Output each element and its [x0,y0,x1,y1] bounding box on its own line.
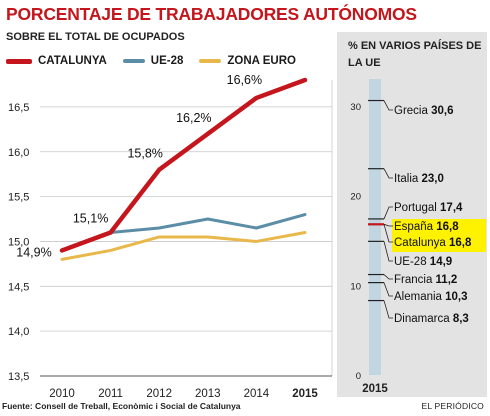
country-name: Dinamarca [394,313,453,325]
source-note: Fuente: Consell de Treball, Econòmic i S… [2,401,241,411]
side-panel: 0 10 20 30 2015 Grecia 30,6 Italia 23,0 Portuga… [337,32,487,397]
y-tick-label: 16,0 [8,147,29,159]
publisher-logo: EL PERIÓDICO [421,401,484,411]
x-axis-label: 2015 [362,383,388,395]
data-label-catalunya: 15,1% [73,211,108,225]
country-name: Italia [394,173,422,185]
series-line-catalunya [59,77,308,253]
legend-swatch-zona-euro [199,59,222,63]
country-name: Francia [394,274,436,286]
line-chart: 13,5 14,0 14,5 15,0 15,5 16,0 16,5 2010 2011 2012… [8,74,333,400]
y-tick-label: 14,5 [8,281,29,293]
y-tick-label: 30 [350,102,361,113]
country-name: UE-28 [394,256,430,268]
country-label: Portugal 17,4 [394,202,463,214]
data-label-catalunya: 15,8% [127,147,162,161]
country-label: UE-28 14,9 [394,256,452,268]
country-value: 16,8 [449,237,472,249]
country-value: 11,2 [436,274,458,286]
x-tick-label: 2014 [244,388,270,400]
legend: CATALUNYA UE-28 ZONA EURO [6,53,312,69]
country-name: Catalunya [394,237,449,249]
chart-subtitle: SOBRE EL TOTAL DE OCUPADOS [6,31,185,43]
y-tick-label: 20 [350,192,361,203]
leader-line [383,168,393,179]
legend-label-ue28: UE-28 [150,55,184,67]
x-tick-label: 2010 [49,388,75,400]
country-value: 17,4 [440,202,463,214]
country-value: 14,9 [430,256,452,268]
country-name: Portugal [394,202,440,214]
legend-swatch-ue28 [122,59,145,63]
country-label: Grecia 30,6 [394,105,453,117]
y-tick-label: 0 [356,371,361,382]
country-name: Alemania [394,291,445,303]
y-tick-label: 15,0 [8,236,29,248]
y-tick-label: 10 [350,281,361,292]
x-tick-label: 2012 [146,388,172,400]
value-bar [369,79,381,375]
x-tick-label: 2013 [195,388,221,400]
data-label-catalunya: 16,6% [227,74,262,87]
legend-label-catalunya: CATALUNYA [38,55,107,67]
y-tick-label: 15,5 [8,192,29,204]
country-label: Catalunya 16,8 [394,237,472,249]
country-label: Francia 11,2 [394,274,457,286]
country-value: 16,8 [436,221,459,233]
legend-item-zona-euro: ZONA EURO [199,55,296,67]
country-label: España 16,8 [394,221,459,233]
country-label: Italia 23,0 [394,173,444,185]
country-value: 8,3 [453,313,469,325]
country-value: 10,3 [445,291,467,303]
leader-line [383,241,393,262]
chart-title: PORCENTAJE DE TRABAJADORES AUTÓNOMOS [6,4,417,24]
country-value: 30,6 [431,105,453,117]
country-value: 23,0 [422,173,444,185]
side-panel-title: % EN VARIOS PAÍSES DE LA UE [348,40,482,69]
y-tick-label: 14,0 [8,326,29,338]
y-tick-label: 13,5 [8,371,29,383]
x-tick-label: 2011 [98,388,123,400]
country-chart: 0 10 20 30 2015 Grecia 30,6 Italia 23,0 Portuga… [350,79,486,395]
legend-item-ue28: UE-28 [122,55,184,67]
x-tick-label: 2015 [292,388,318,400]
leader-line [383,224,393,243]
country-name: España [394,221,436,233]
leader-line [383,206,393,220]
legend-item-catalunya: CATALUNYA [6,55,107,67]
legend-label-zona-euro: ZONA EURO [227,55,296,67]
data-label-catalunya: 14,9% [16,245,51,259]
country-name: Grecia [394,105,431,117]
leader-line [383,223,393,227]
highlight-box [392,219,486,252]
leader-line [383,282,393,297]
legend-swatch-catalunya [6,58,32,64]
leader-line [383,300,393,319]
data-label-catalunya: 16,2% [176,111,211,125]
leader-line [383,274,393,280]
series-line-zona_euro [60,230,307,261]
country-label: Dinamarca 8,3 [394,313,469,325]
y-tick-label: 16,5 [8,102,29,114]
country-label: Alemania 10,3 [394,291,468,303]
leader-line [383,100,393,111]
